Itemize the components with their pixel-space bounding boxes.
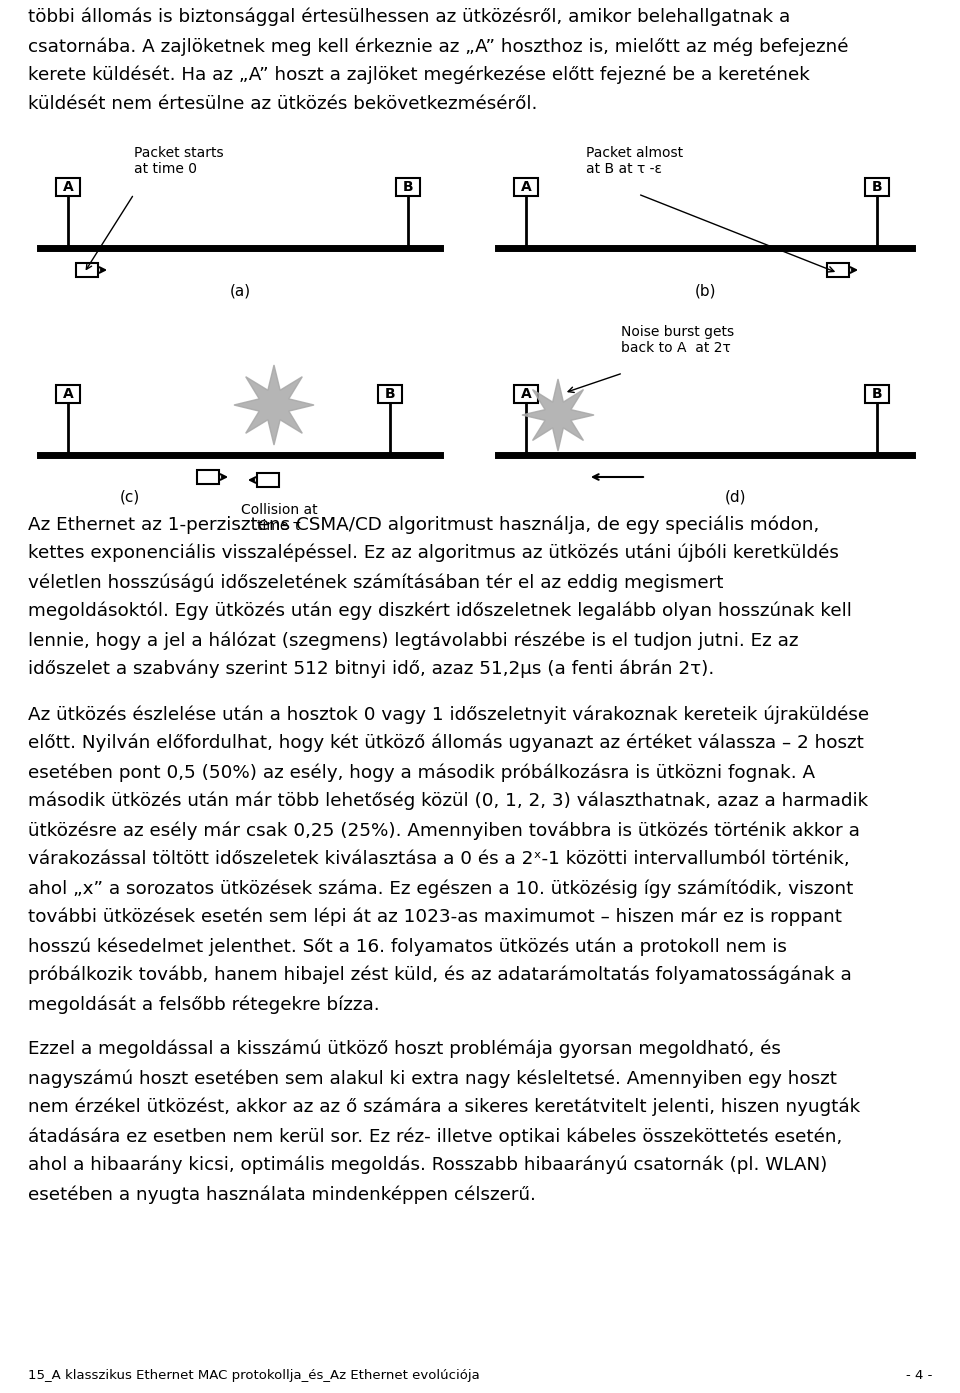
Text: B: B [872, 180, 882, 194]
Text: Az Ethernet az 1-perzisztens CSMA/CD algoritmust használja, de egy speciális mód: Az Ethernet az 1-perzisztens CSMA/CD alg… [28, 515, 819, 534]
Text: Ezzel a megoldással a kisszámú ütköző hoszt problémája gyorsan megoldható, és: Ezzel a megoldással a kisszámú ütköző ho… [28, 1041, 780, 1059]
Text: A: A [62, 387, 73, 401]
Text: második ütközés után már több lehetőség közül (0, 1, 2, 3) választhatnak, azaz a: második ütközés után már több lehetőség … [28, 793, 868, 811]
Text: csatornába. A zajlöketnek meg kell érkeznie az „A” hoszthoz is, mielőtt az még b: csatornába. A zajlöketnek meg kell érkez… [28, 38, 849, 56]
Text: (a): (a) [229, 283, 251, 298]
Text: kettes exponenciális visszalépéssel. Ez az algoritmus az ütközés utáni újbóli ke: kettes exponenciális visszalépéssel. Ez … [28, 545, 839, 563]
Text: A: A [62, 180, 73, 194]
Bar [827, 263, 849, 277]
Text: A: A [520, 180, 532, 194]
Text: nem érzékel ütközést, akkor az az ő számára a sikeres keretátvitelt jelenti, his: nem érzékel ütközést, akkor az az ő szám… [28, 1098, 860, 1117]
Bar [514, 178, 538, 196]
Polygon shape [234, 365, 314, 444]
Bar [378, 384, 402, 403]
Text: kerete küldését. Ha az „A” hoszt a zajlöket megérkezése előtt fejezné be a keret: kerete küldését. Ha az „A” hoszt a zajlö… [28, 65, 810, 85]
Text: további ütközések esetén sem lépi át az 1023-as maximumot – hiszen már ez is rop: további ütközések esetén sem lépi át az … [28, 908, 842, 926]
Text: lennie, hogy a jel a hálózat (szegmens) legtávolabbi részébe is el tudjon jutni.: lennie, hogy a jel a hálózat (szegmens) … [28, 631, 799, 649]
Text: Packet almost
at B at τ -ε: Packet almost at B at τ -ε [586, 146, 684, 176]
Text: átadására ez esetben nem kerül sor. Ez réz- illetve optikai kábeles összekötteté: átadására ez esetben nem kerül sor. Ez r… [28, 1127, 842, 1145]
Text: többi állomás is biztonsággal értesülhessen az ütközésről, amikor belehallgatnak: többi állomás is biztonsággal értesülhes… [28, 8, 790, 26]
Text: megoldását a felsőbb rétegekre bízza.: megoldását a felsőbb rétegekre bízza. [28, 995, 379, 1014]
Bar [396, 178, 420, 196]
Text: előtt. Nyilván előfordulhat, hogy két ütköző állomás ugyanazt az értéket válassz: előtt. Nyilván előfordulhat, hogy két üt… [28, 734, 864, 752]
Text: B: B [872, 387, 882, 401]
Text: ahol „x” a sorozatos ütközések száma. Ez egészen a 10. ütközésig így számítódik,: ahol „x” a sorozatos ütközések száma. Ez… [28, 879, 853, 897]
Bar [56, 178, 80, 196]
Text: (c): (c) [120, 490, 140, 506]
Text: B: B [385, 387, 396, 401]
Text: hosszú késedelmet jelenthet. Sőt a 16. folyamatos ütközés után a protokoll nem i: hosszú késedelmet jelenthet. Sőt a 16. f… [28, 937, 787, 956]
Text: Collision at
time τ: Collision at time τ [241, 503, 318, 534]
Text: (b): (b) [694, 283, 716, 298]
Text: nagyszámú hoszt esetében sem alakul ki extra nagy késleltetsé. Amennyiben egy ho: nagyszámú hoszt esetében sem alakul ki e… [28, 1068, 837, 1088]
Text: küldését nem értesülne az ütközés bekövetkezméséről.: küldését nem értesülne az ütközés beköve… [28, 95, 538, 113]
Text: esetében a nyugta használata mindenképpen célszerű.: esetében a nyugta használata mindenképpe… [28, 1185, 536, 1204]
Text: próbálkozik tovább, hanem hibajel zést küld, és az adatarámoltatás folyamatosság: próbálkozik tovább, hanem hibajel zést k… [28, 965, 852, 985]
Text: Az ütközés észlelése után a hosztok 0 vagy 1 időszeletnyit várakoznak kereteik ú: Az ütközés észlelése után a hosztok 0 va… [28, 705, 869, 723]
Bar [257, 474, 279, 488]
Bar [514, 384, 538, 403]
Text: B: B [402, 180, 414, 194]
Text: Noise burst gets
back to A  at 2τ: Noise burst gets back to A at 2τ [621, 325, 734, 355]
Text: A: A [520, 387, 532, 401]
Bar [865, 178, 889, 196]
Text: (d): (d) [724, 490, 746, 506]
Text: időszelet a szabvány szerint 512 bitnyi idő, azaz 51,2μs (a fenti ábrán 2τ).: időszelet a szabvány szerint 512 bitnyi … [28, 660, 714, 678]
Bar [865, 384, 889, 403]
Bar [197, 469, 219, 483]
Text: Packet starts
at time 0: Packet starts at time 0 [134, 146, 224, 176]
Bar [56, 384, 80, 403]
Text: 15_A klasszikus Ethernet MAC protokollja_és_Az Ethernet evolúciója: 15_A klasszikus Ethernet MAC protokollja… [28, 1369, 480, 1382]
Bar [76, 263, 98, 277]
Text: ahol a hibaarány kicsi, optimális megoldás. Rosszabb hibaarányú csatornák (pl. W: ahol a hibaarány kicsi, optimális megold… [28, 1156, 828, 1174]
Text: megoldásoktól. Egy ütközés után egy diszkért időszeletnek legalább olyan hosszún: megoldásoktól. Egy ütközés után egy disz… [28, 602, 852, 620]
Text: esetében pont 0,5 (50%) az esély, hogy a második próbálkozásra is ütközni fognak: esetében pont 0,5 (50%) az esély, hogy a… [28, 763, 815, 781]
Text: ütközésre az esély már csak 0,25 (25%). Amennyiben továbbra is ütközés történik : ütközésre az esély már csak 0,25 (25%). … [28, 820, 860, 840]
Polygon shape [522, 379, 594, 451]
Text: - 4 -: - 4 - [905, 1369, 932, 1382]
Text: véletlen hosszúságú időszeletének számításában tér el az eddig megismert: véletlen hosszúságú időszeletének számít… [28, 573, 724, 592]
Text: várakozással töltött időszeletek kiválasztása a 0 és a 2ˣ-1 közötti intervallumb: várakozással töltött időszeletek kiválas… [28, 850, 850, 868]
